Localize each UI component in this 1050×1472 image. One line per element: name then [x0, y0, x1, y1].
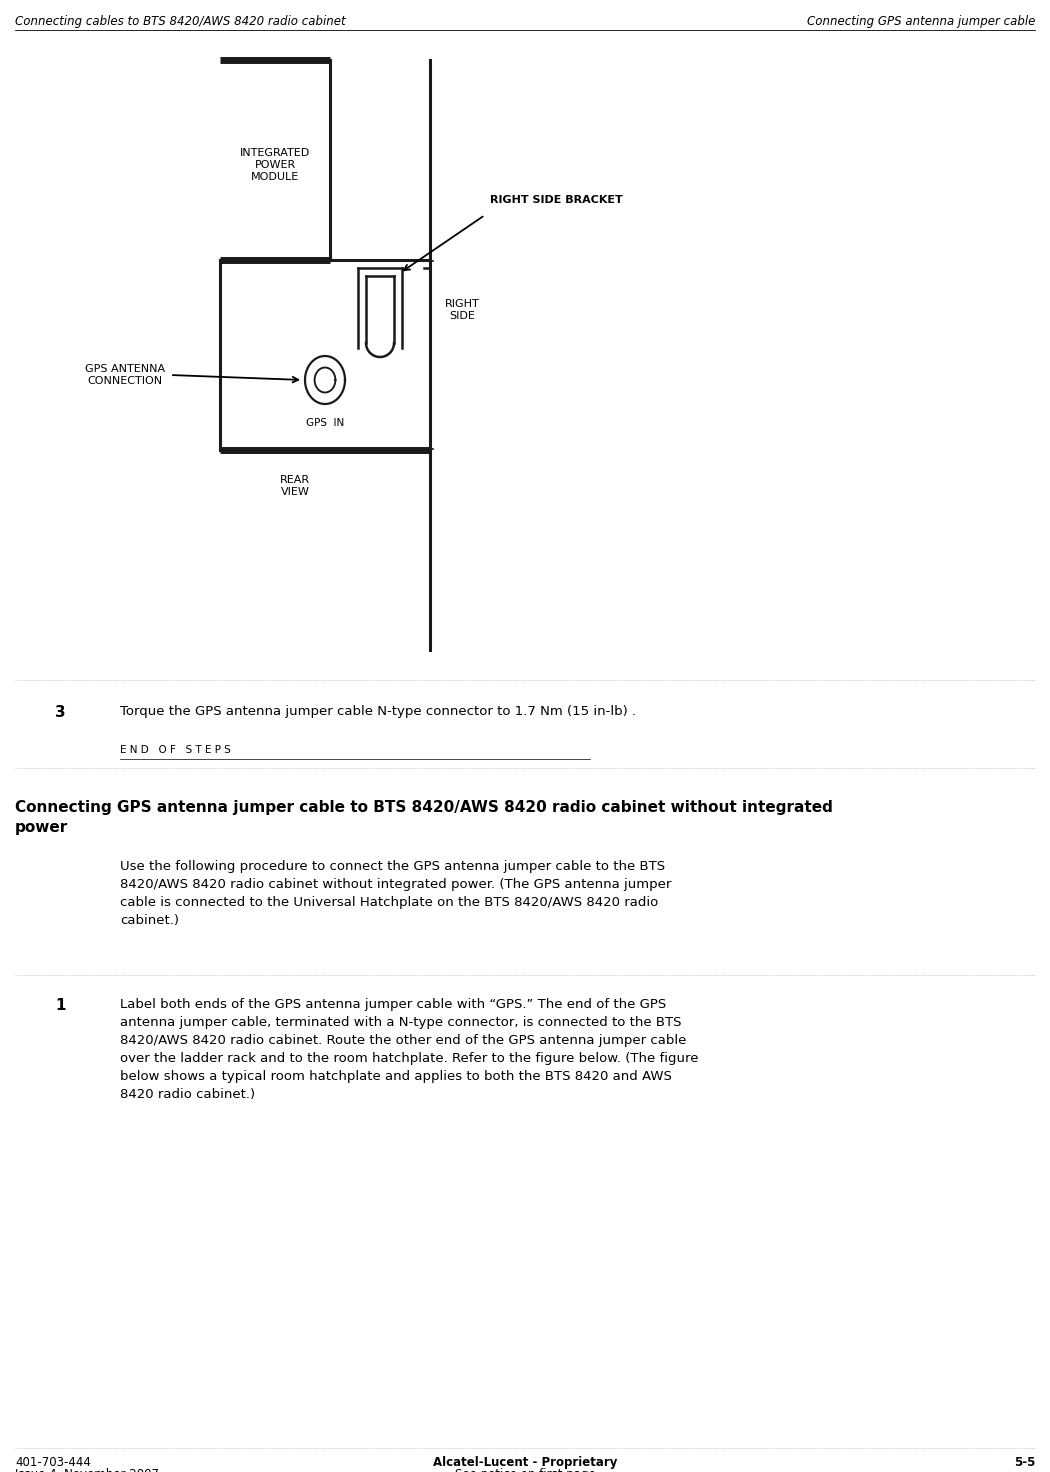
Text: RIGHT
SIDE: RIGHT SIDE	[445, 299, 480, 321]
Text: Use the following procedure to connect the GPS antenna jumper cable to the BTS
8: Use the following procedure to connect t…	[120, 860, 671, 927]
Text: INTEGRATED
POWER
MODULE: INTEGRATED POWER MODULE	[239, 149, 310, 181]
Text: Torque the GPS antenna jumper cable N-type connector to 1.7 Nm (15 in-lb) .: Torque the GPS antenna jumper cable N-ty…	[120, 705, 636, 718]
Text: Connecting cables to BTS 8420/AWS 8420 radio cabinet: Connecting cables to BTS 8420/AWS 8420 r…	[15, 15, 345, 28]
Text: E N D   O F   S T E P S: E N D O F S T E P S	[120, 745, 231, 755]
Text: REAR
VIEW: REAR VIEW	[280, 475, 310, 496]
Text: GPS ANTENNA
CONNECTION: GPS ANTENNA CONNECTION	[85, 364, 165, 386]
Text: Issue 4, November 2007: Issue 4, November 2007	[15, 1468, 159, 1472]
Text: Connecting GPS antenna jumper cable to BTS 8420/AWS 8420 radio cabinet without i: Connecting GPS antenna jumper cable to B…	[15, 799, 833, 835]
Text: RIGHT SIDE BRACKET: RIGHT SIDE BRACKET	[490, 194, 623, 205]
Text: 401-703-444: 401-703-444	[15, 1456, 91, 1469]
Text: Alcatel-Lucent - Proprietary: Alcatel-Lucent - Proprietary	[433, 1456, 617, 1469]
Text: GPS  IN: GPS IN	[306, 418, 344, 428]
Text: Label both ends of the GPS antenna jumper cable with “GPS.” The end of the GPS
a: Label both ends of the GPS antenna jumpe…	[120, 998, 698, 1101]
Text: 1: 1	[55, 998, 65, 1013]
Text: 3: 3	[55, 705, 65, 720]
Text: Connecting GPS antenna jumper cable: Connecting GPS antenna jumper cable	[806, 15, 1035, 28]
Text: See notice on first page: See notice on first page	[455, 1468, 595, 1472]
Text: 5-5: 5-5	[1013, 1456, 1035, 1469]
